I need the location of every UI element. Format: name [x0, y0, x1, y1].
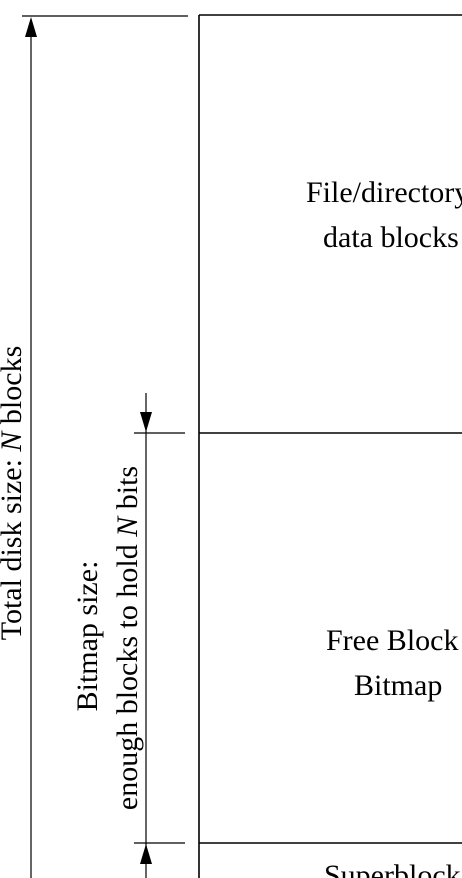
total-size-label: Total disk size: N blocks	[0, 346, 28, 641]
total-size-arrow-up-icon	[25, 17, 37, 37]
region-free-block-bitmap: Free Block Bitmap	[326, 624, 458, 702]
region-data-blocks: File/directory data blocks	[306, 176, 462, 254]
disk-column	[198, 14, 462, 878]
bitmap-size-arrow-up-icon	[140, 844, 152, 864]
bitmap-region-label-line1: Free Block	[326, 624, 458, 657]
total-size-dimension	[22, 15, 188, 878]
bitmap-size-label-line2-prefix: enough blocks to hold	[111, 537, 144, 810]
region-superblock: Superblock	[324, 859, 461, 878]
data-region-label-line1: File/directory	[306, 176, 462, 209]
bitmap-region-label-line2: Bitmap	[354, 669, 442, 702]
total-size-label-var: N	[0, 430, 28, 453]
bitmap-size-label-line2: enough blocks to hold N bits	[111, 466, 144, 810]
bitmap-size-label-line2-var: N	[111, 515, 144, 538]
bitmap-size-label-line2-suffix: bits	[111, 466, 144, 517]
total-size-label-prefix: Total disk size:	[0, 452, 28, 641]
superblock-region-label: Superblock	[324, 859, 461, 878]
bitmap-size-label-line1: Bitmap size:	[71, 561, 104, 712]
bitmap-size-dimension	[134, 393, 185, 878]
bitmap-size-arrow-down-icon	[140, 412, 152, 432]
total-size-label-suffix: blocks	[0, 346, 28, 432]
data-region-label-line2: data blocks	[323, 221, 459, 254]
